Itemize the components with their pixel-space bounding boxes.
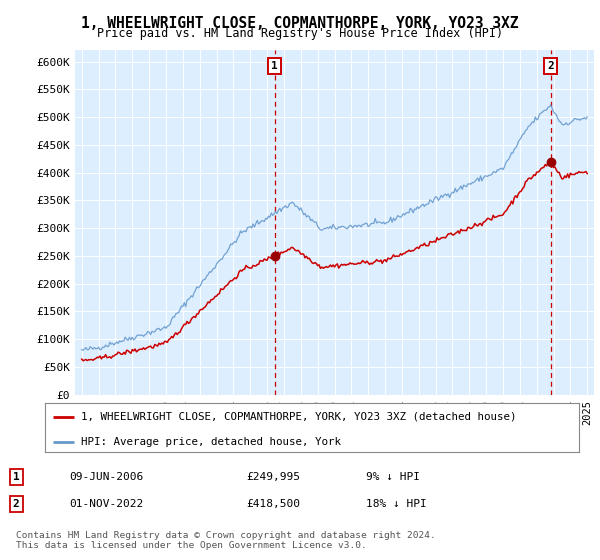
Text: 1, WHEELWRIGHT CLOSE, COPMANTHORPE, YORK, YO23 3XZ (detached house): 1, WHEELWRIGHT CLOSE, COPMANTHORPE, YORK… (82, 412, 517, 422)
Text: £249,995: £249,995 (246, 472, 300, 482)
Text: 1: 1 (271, 61, 278, 71)
Text: 09-JUN-2006: 09-JUN-2006 (69, 472, 143, 482)
Text: 9% ↓ HPI: 9% ↓ HPI (366, 472, 420, 482)
Text: Price paid vs. HM Land Registry's House Price Index (HPI): Price paid vs. HM Land Registry's House … (97, 27, 503, 40)
Text: 01-NOV-2022: 01-NOV-2022 (69, 499, 143, 509)
Text: Contains HM Land Registry data © Crown copyright and database right 2024.
This d: Contains HM Land Registry data © Crown c… (16, 531, 436, 550)
Text: £418,500: £418,500 (246, 499, 300, 509)
Text: 2: 2 (13, 499, 20, 509)
Text: 1: 1 (13, 472, 20, 482)
Text: 2: 2 (547, 61, 554, 71)
Text: HPI: Average price, detached house, York: HPI: Average price, detached house, York (82, 437, 341, 447)
Text: 1, WHEELWRIGHT CLOSE, COPMANTHORPE, YORK, YO23 3XZ: 1, WHEELWRIGHT CLOSE, COPMANTHORPE, YORK… (81, 16, 519, 31)
Text: 18% ↓ HPI: 18% ↓ HPI (366, 499, 427, 509)
